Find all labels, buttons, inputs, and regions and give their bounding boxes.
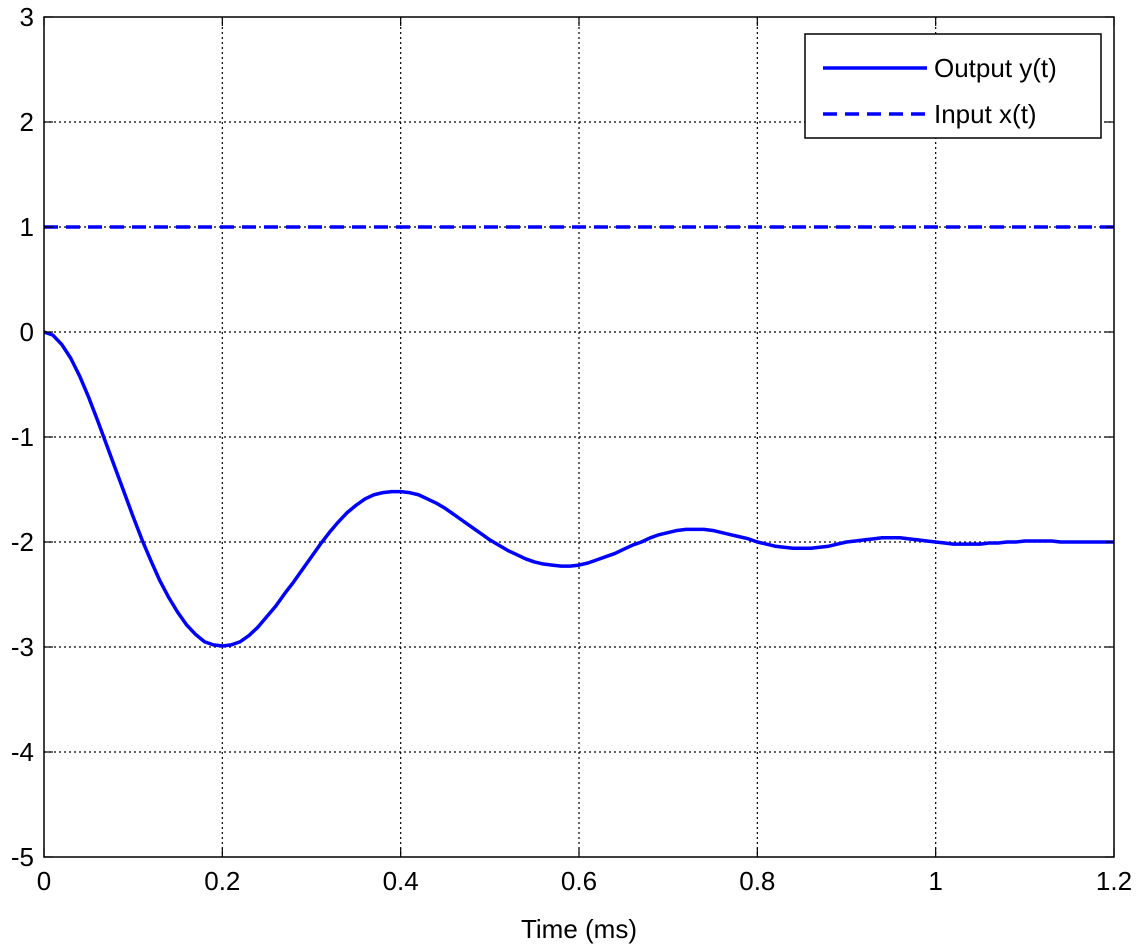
y-tick-label: -3 [11, 632, 34, 662]
legend-box [804, 33, 1102, 139]
y-tick-label: -5 [11, 842, 34, 872]
legend-label-output: Output y(t) [934, 53, 1057, 83]
y-tick-label: -4 [11, 737, 34, 767]
y-tick-label: 1 [20, 212, 34, 242]
x-tick-label: 1 [928, 866, 942, 896]
x-tick-label: 0.4 [383, 866, 419, 896]
y-tick-label: 2 [20, 107, 34, 137]
x-tick-label: 0.8 [739, 866, 775, 896]
series-group [43, 225, 1114, 648]
series-line-output [43, 330, 1114, 648]
y-tick-label: -1 [11, 422, 34, 452]
x-tick-label: 0.6 [561, 866, 597, 896]
y-tick-label: -2 [11, 527, 34, 557]
y-tick-label: 3 [20, 2, 34, 32]
legend[interactable]: Output y(t) Input x(t) [804, 33, 1102, 139]
x-axis-ticks: 0 0.2 0.4 0.6 0.8 1 1.2 [37, 17, 1132, 896]
x-axis-label: Time (ms) [521, 914, 637, 944]
y-tick-label: 0 [20, 317, 34, 347]
x-tick-label: 1.2 [1096, 866, 1132, 896]
x-tick-label: 0.2 [204, 866, 240, 896]
legend-label-input: Input x(t) [934, 99, 1037, 129]
y-axis-ticks: -5 -4 -3 -2 -1 0 1 2 3 [11, 2, 1114, 872]
x-tick-label: 0 [37, 866, 51, 896]
